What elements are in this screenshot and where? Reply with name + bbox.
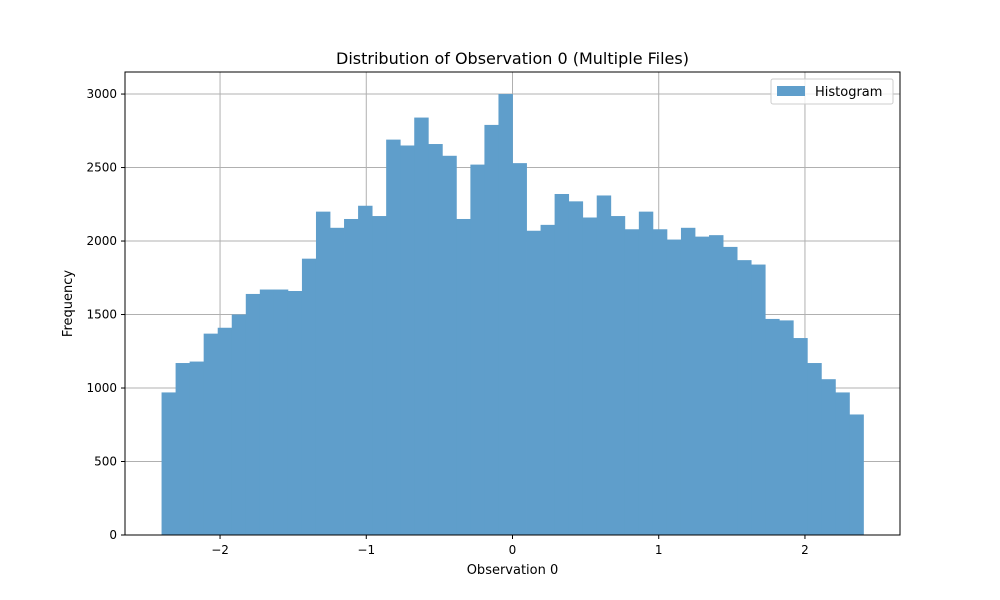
legend: Histogram bbox=[770, 78, 894, 105]
axis-ticks: −2 −1 0 1 2 0 500 1000 1500 2000 2500 3000 bbox=[86, 87, 808, 557]
histogram-bar bbox=[344, 218, 359, 535]
histogram-bar bbox=[428, 144, 443, 535]
histogram-bar bbox=[638, 211, 654, 535]
histogram-bar bbox=[372, 216, 387, 536]
histogram-bar bbox=[259, 289, 275, 535]
histogram-bar bbox=[470, 164, 485, 535]
histogram-bar bbox=[568, 201, 584, 535]
legend-box bbox=[770, 78, 894, 105]
legend-label: Histogram bbox=[815, 85, 882, 100]
y-tick-label: 2500 bbox=[86, 161, 117, 175]
histogram-bar bbox=[540, 224, 556, 535]
x-axis-label: Observation 0 bbox=[467, 563, 559, 578]
histogram-bar bbox=[456, 218, 471, 535]
histogram-bar bbox=[217, 327, 233, 535]
histogram-bar bbox=[512, 163, 527, 535]
histogram-bar bbox=[484, 124, 499, 536]
histogram-bar bbox=[498, 94, 513, 536]
histogram-bar bbox=[554, 193, 570, 535]
histogram-bar bbox=[414, 117, 429, 536]
histogram-bar bbox=[694, 236, 710, 535]
histogram-bars bbox=[161, 94, 864, 536]
histogram-bar bbox=[203, 333, 219, 535]
histogram-bar bbox=[301, 258, 317, 535]
y-tick-label: 3000 bbox=[86, 87, 117, 101]
histogram-bar bbox=[751, 264, 766, 535]
x-tick-label: 1 bbox=[655, 543, 663, 557]
histogram-bar bbox=[709, 235, 724, 535]
histogram-bar bbox=[400, 145, 415, 535]
histogram-bar bbox=[680, 227, 696, 536]
y-tick-label: 1500 bbox=[86, 308, 117, 322]
histogram-bar bbox=[610, 216, 626, 536]
histogram-bar bbox=[652, 229, 668, 535]
x-tick-label: −1 bbox=[357, 543, 375, 557]
histogram-bar bbox=[821, 379, 836, 535]
y-tick-label: 1000 bbox=[86, 381, 117, 395]
histogram-bar bbox=[596, 195, 612, 535]
x-tick-label: −2 bbox=[211, 543, 229, 557]
histogram-bar bbox=[231, 314, 247, 535]
histogram-bar bbox=[624, 229, 640, 535]
y-tick-label: 0 bbox=[109, 528, 117, 542]
y-axis-label: Frequency bbox=[61, 270, 76, 337]
histogram-bar bbox=[849, 414, 864, 535]
histogram-bar bbox=[189, 361, 205, 535]
y-tick-label: 500 bbox=[94, 455, 117, 469]
histogram-bar bbox=[666, 239, 682, 536]
chart-title: Distribution of Observation 0 (Multiple … bbox=[336, 49, 689, 68]
histogram-bar bbox=[526, 230, 541, 535]
histogram-bar bbox=[779, 320, 794, 535]
histogram-bar bbox=[330, 227, 345, 536]
histogram-bar bbox=[386, 139, 401, 535]
histogram-bar bbox=[723, 246, 738, 535]
histogram-bar bbox=[442, 155, 457, 535]
x-tick-label: 0 bbox=[509, 543, 517, 557]
y-tick-label: 2000 bbox=[86, 234, 117, 248]
histogram-bar bbox=[315, 211, 331, 535]
histogram-bar bbox=[287, 291, 303, 535]
histogram-bar bbox=[835, 392, 850, 535]
histogram-bar bbox=[807, 363, 822, 535]
histogram-bar bbox=[161, 392, 176, 535]
histogram-bar bbox=[273, 289, 289, 535]
histogram-bar bbox=[582, 217, 598, 535]
histogram-bar bbox=[793, 338, 808, 535]
histogram-bar bbox=[737, 260, 752, 535]
histogram-bar bbox=[245, 293, 261, 535]
histogram-bar bbox=[175, 363, 191, 535]
histogram-bar bbox=[358, 205, 373, 535]
legend-swatch bbox=[777, 86, 805, 96]
x-tick-label: 2 bbox=[801, 543, 809, 557]
histogram-bar bbox=[765, 318, 780, 535]
